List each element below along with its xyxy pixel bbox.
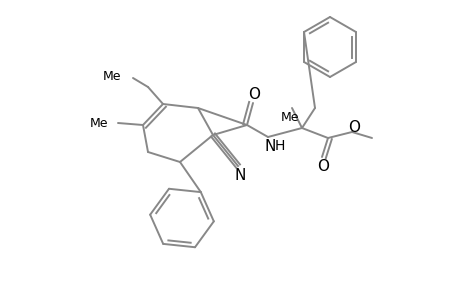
Text: O: O <box>247 86 259 101</box>
Text: N: N <box>234 167 245 182</box>
Text: N: N <box>264 139 275 154</box>
Text: Me: Me <box>280 110 299 124</box>
Text: Me: Me <box>90 116 108 130</box>
Text: O: O <box>347 119 359 134</box>
Text: H: H <box>274 139 285 153</box>
Text: Me: Me <box>102 70 121 83</box>
Text: O: O <box>316 158 328 173</box>
